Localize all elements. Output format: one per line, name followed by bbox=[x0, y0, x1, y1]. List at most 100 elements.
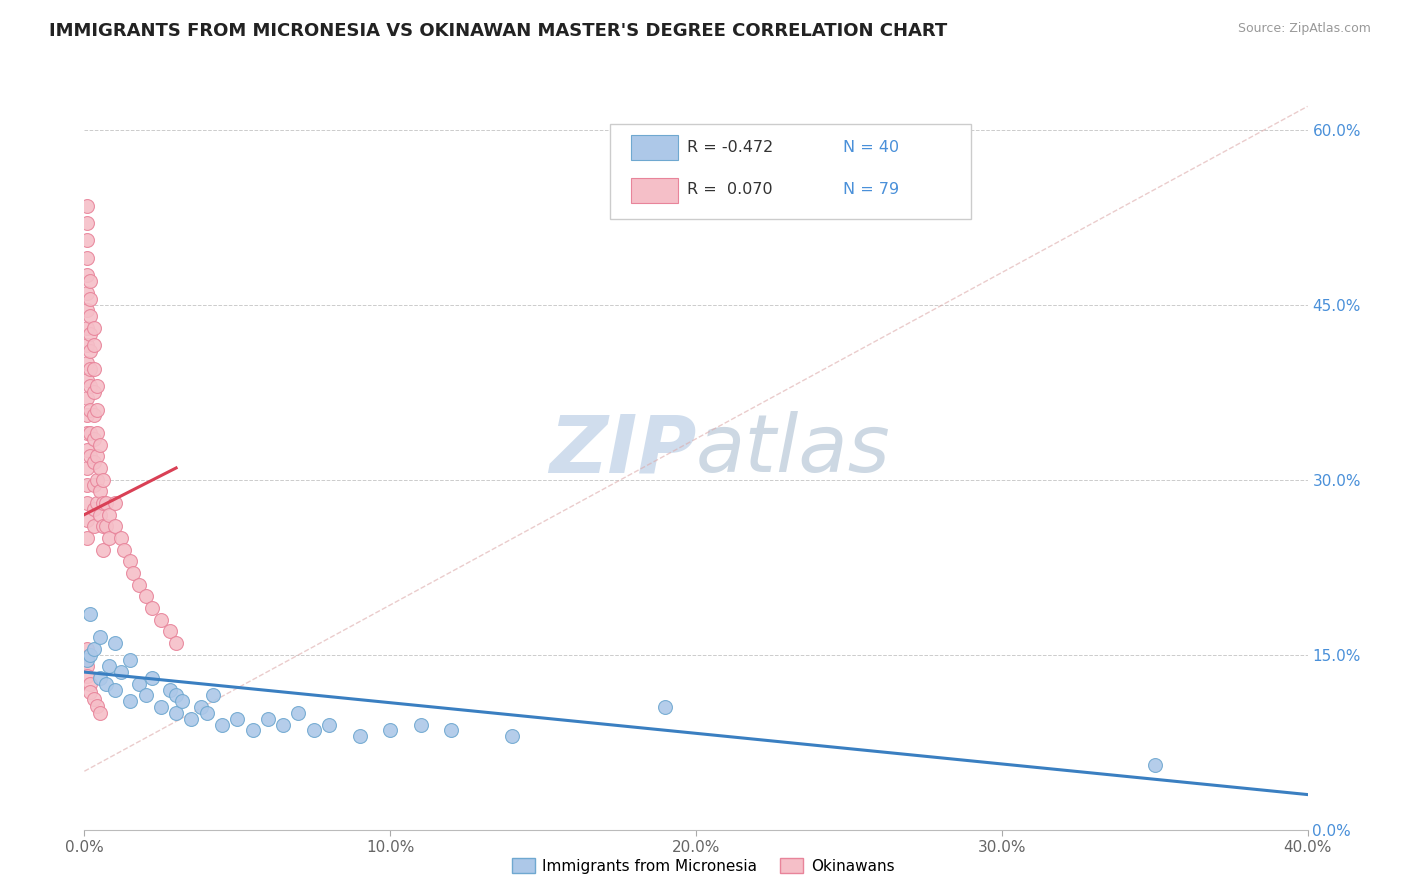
Point bbox=[76, 409, 98, 423]
Point bbox=[128, 577, 150, 591]
Point bbox=[94, 496, 117, 510]
Point bbox=[83, 321, 105, 335]
Point bbox=[79, 361, 101, 376]
Point bbox=[83, 501, 105, 516]
Point bbox=[89, 706, 111, 720]
Point bbox=[141, 671, 163, 685]
Point bbox=[141, 601, 163, 615]
Point bbox=[91, 473, 114, 487]
Point bbox=[89, 508, 111, 522]
FancyBboxPatch shape bbox=[610, 124, 972, 219]
Point bbox=[159, 624, 181, 639]
Point bbox=[76, 338, 98, 352]
Point bbox=[86, 425, 108, 440]
Point bbox=[380, 723, 402, 738]
Point bbox=[76, 391, 98, 405]
Point bbox=[89, 461, 111, 475]
Point bbox=[76, 216, 98, 230]
Legend: Immigrants from Micronesia, Okinawans: Immigrants from Micronesia, Okinawans bbox=[506, 852, 900, 880]
Point bbox=[79, 292, 101, 306]
Point bbox=[76, 425, 98, 440]
Point bbox=[195, 706, 218, 720]
Point bbox=[120, 653, 142, 667]
Point bbox=[201, 689, 224, 703]
Point bbox=[76, 303, 98, 318]
Point bbox=[149, 700, 172, 714]
Point bbox=[79, 425, 101, 440]
Point bbox=[94, 677, 117, 691]
Point bbox=[257, 712, 280, 726]
Point bbox=[79, 648, 101, 662]
Point bbox=[120, 694, 142, 708]
Point bbox=[79, 402, 101, 417]
Point bbox=[97, 659, 120, 673]
Point bbox=[76, 198, 98, 212]
Text: R =  0.070: R = 0.070 bbox=[688, 182, 773, 197]
Point bbox=[86, 698, 108, 713]
Point bbox=[76, 234, 98, 248]
Point bbox=[97, 508, 120, 522]
Point bbox=[110, 531, 132, 545]
Point bbox=[349, 729, 371, 743]
Point bbox=[91, 542, 114, 557]
Point bbox=[190, 700, 212, 714]
Point bbox=[83, 519, 105, 533]
Text: R = -0.472: R = -0.472 bbox=[688, 140, 773, 154]
Point bbox=[104, 496, 127, 510]
Point bbox=[110, 665, 132, 679]
Bar bbox=[631, 178, 678, 202]
Point bbox=[83, 361, 105, 376]
Point bbox=[79, 310, 101, 324]
Text: ZIP: ZIP bbox=[548, 411, 696, 490]
Point bbox=[91, 519, 114, 533]
Point bbox=[302, 723, 325, 738]
Text: IMMIGRANTS FROM MICRONESIA VS OKINAWAN MASTER'S DEGREE CORRELATION CHART: IMMIGRANTS FROM MICRONESIA VS OKINAWAN M… bbox=[49, 22, 948, 40]
Point bbox=[79, 326, 101, 341]
Point bbox=[86, 450, 108, 464]
Point bbox=[76, 478, 98, 492]
Point bbox=[149, 613, 172, 627]
Point bbox=[89, 671, 111, 685]
Point bbox=[86, 496, 108, 510]
Point bbox=[79, 344, 101, 359]
Point bbox=[172, 694, 194, 708]
Point bbox=[242, 723, 264, 738]
Point bbox=[104, 636, 127, 650]
Point bbox=[502, 729, 524, 743]
Point bbox=[226, 712, 249, 726]
Point bbox=[76, 321, 98, 335]
Point bbox=[76, 496, 98, 510]
Point bbox=[76, 641, 98, 656]
Point bbox=[76, 356, 98, 370]
Point bbox=[409, 717, 432, 731]
Point bbox=[654, 700, 676, 714]
Point bbox=[76, 659, 98, 673]
Point bbox=[83, 338, 105, 352]
Point bbox=[76, 443, 98, 458]
Point bbox=[128, 677, 150, 691]
Point bbox=[83, 432, 105, 446]
Point bbox=[83, 409, 105, 423]
Point bbox=[104, 519, 127, 533]
Point bbox=[135, 589, 157, 603]
Point bbox=[120, 554, 142, 568]
Point bbox=[287, 706, 309, 720]
Point bbox=[104, 682, 127, 697]
Text: atlas: atlas bbox=[696, 411, 891, 490]
Point bbox=[159, 682, 181, 697]
Point bbox=[76, 531, 98, 545]
Point bbox=[79, 677, 101, 691]
Point bbox=[83, 455, 105, 469]
Text: N = 79: N = 79 bbox=[842, 182, 898, 197]
Point bbox=[76, 251, 98, 265]
Text: Source: ZipAtlas.com: Source: ZipAtlas.com bbox=[1237, 22, 1371, 36]
Point bbox=[76, 649, 98, 664]
Point bbox=[86, 473, 108, 487]
Point bbox=[180, 712, 202, 726]
Point bbox=[122, 566, 145, 580]
Point bbox=[89, 630, 111, 644]
Point bbox=[76, 374, 98, 388]
Point bbox=[86, 379, 108, 393]
Point bbox=[112, 542, 135, 557]
Point bbox=[89, 484, 111, 499]
